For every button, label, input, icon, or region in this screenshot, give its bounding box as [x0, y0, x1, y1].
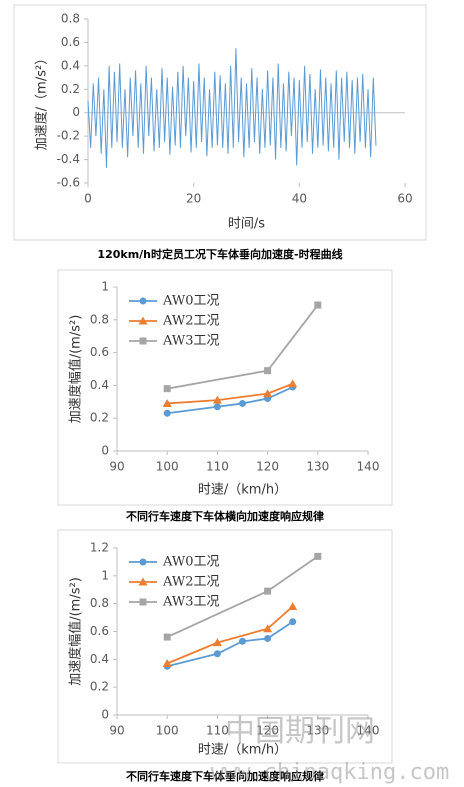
y-tick-label: 0.2	[90, 411, 109, 425]
y-tick-label: 0.2	[90, 680, 109, 694]
marker	[213, 650, 221, 658]
x-axis-label: 时速/（km/h）	[198, 743, 287, 758]
marker	[162, 398, 172, 407]
chart-border	[57, 269, 393, 506]
legend-label: AW3工况	[162, 595, 220, 610]
marker	[163, 409, 171, 417]
x-tick-label: 130	[306, 724, 329, 738]
marker	[288, 601, 298, 610]
marker	[289, 618, 297, 626]
x-tick-label: 120	[256, 460, 279, 474]
marker	[162, 659, 172, 668]
y-axis-label: 加速度幅值/(m/s²)	[68, 577, 84, 686]
x-tick-label: 20	[186, 192, 201, 206]
y-tick-label: 0.2	[61, 82, 80, 96]
chart-border	[13, 4, 427, 241]
y-tick-label: 1	[101, 280, 109, 294]
y-axis-label: 加速度幅值/(m/s²)	[68, 315, 84, 424]
marker	[239, 637, 246, 645]
marker	[263, 624, 273, 633]
legend-label: AW0工况	[162, 294, 220, 309]
x-tick-label: 90	[109, 460, 124, 474]
y-tick-label: 0	[72, 105, 80, 119]
x-tick-label: 100	[156, 460, 179, 474]
marker	[213, 403, 221, 411]
chart-caption: 120km/h时定员工况下车体垂向加速度-时程曲线	[97, 247, 342, 261]
legend-label: AW2工况	[162, 575, 220, 590]
marker	[288, 379, 298, 388]
y-tick-label: 0	[101, 444, 109, 458]
legend-marker	[138, 316, 148, 325]
x-tick-label: 110	[206, 460, 229, 474]
x-axis-label: 时间/s	[228, 217, 265, 232]
marker	[212, 395, 222, 404]
x-tick-label: 90	[109, 724, 124, 738]
x-tick-label: 140	[357, 724, 380, 738]
watermark: 中国期刊网	[225, 714, 375, 749]
legend-marker	[139, 337, 147, 345]
legend-label: AW0工况	[162, 555, 220, 570]
x-tick-label: 40	[292, 192, 307, 206]
chart-caption: 不同行车速度下车体横向加速度响应规律	[126, 509, 324, 523]
data-line	[166, 605, 294, 665]
legend-label: AW2工况	[162, 314, 220, 329]
legend-marker	[139, 558, 147, 566]
data-line	[167, 382, 294, 405]
x-tick-label: 120	[256, 724, 279, 738]
chart-border	[57, 529, 393, 764]
marker	[239, 399, 246, 407]
marker	[264, 587, 272, 595]
marker	[264, 634, 272, 642]
y-tick-label: 0	[101, 708, 109, 722]
legend-label: AW3工况	[162, 334, 220, 349]
y-tick-label: 1	[101, 568, 109, 582]
marker	[163, 633, 171, 641]
marker	[212, 638, 222, 647]
x-tick-label: 60	[397, 192, 412, 206]
y-tick-label: 0.8	[90, 312, 109, 326]
marker	[314, 552, 322, 560]
legend-marker	[138, 577, 148, 586]
x-tick-label: 100	[156, 724, 179, 738]
y-tick-label: 0.4	[90, 652, 109, 666]
y-tick-label: 1.2	[90, 541, 109, 555]
marker	[163, 385, 171, 393]
watermark: www.chinaqking.com	[211, 760, 449, 785]
x-tick-label: 130	[306, 460, 329, 474]
y-tick-label: -0.6	[57, 176, 80, 190]
y-tick-label: 0.6	[90, 345, 109, 359]
legend-marker	[139, 297, 147, 305]
y-tick-label: -0.2	[57, 129, 80, 143]
y-axis-label: 加速度/（m/s²）	[34, 52, 50, 150]
marker	[263, 389, 273, 398]
legend-marker	[139, 598, 147, 606]
marker	[264, 367, 272, 375]
data-line	[87, 48, 377, 168]
y-tick-label: 0.6	[90, 624, 109, 638]
y-tick-label: 0.8	[90, 596, 109, 610]
y-tick-label: 0.8	[61, 12, 80, 26]
y-tick-label: 0.4	[90, 378, 109, 392]
x-tick-label: 0	[84, 192, 92, 206]
marker	[314, 301, 322, 309]
y-tick-label: 0.6	[61, 35, 80, 49]
x-tick-label: 140	[357, 460, 380, 474]
y-tick-label: -0.4	[57, 152, 80, 166]
y-tick-label: 0.4	[61, 58, 80, 72]
x-axis-label: 时速/（km/h）	[198, 483, 287, 498]
chart-caption: 不同行车速度下车体垂向加速度响应规律	[126, 769, 324, 783]
x-tick-label: 110	[206, 724, 229, 738]
